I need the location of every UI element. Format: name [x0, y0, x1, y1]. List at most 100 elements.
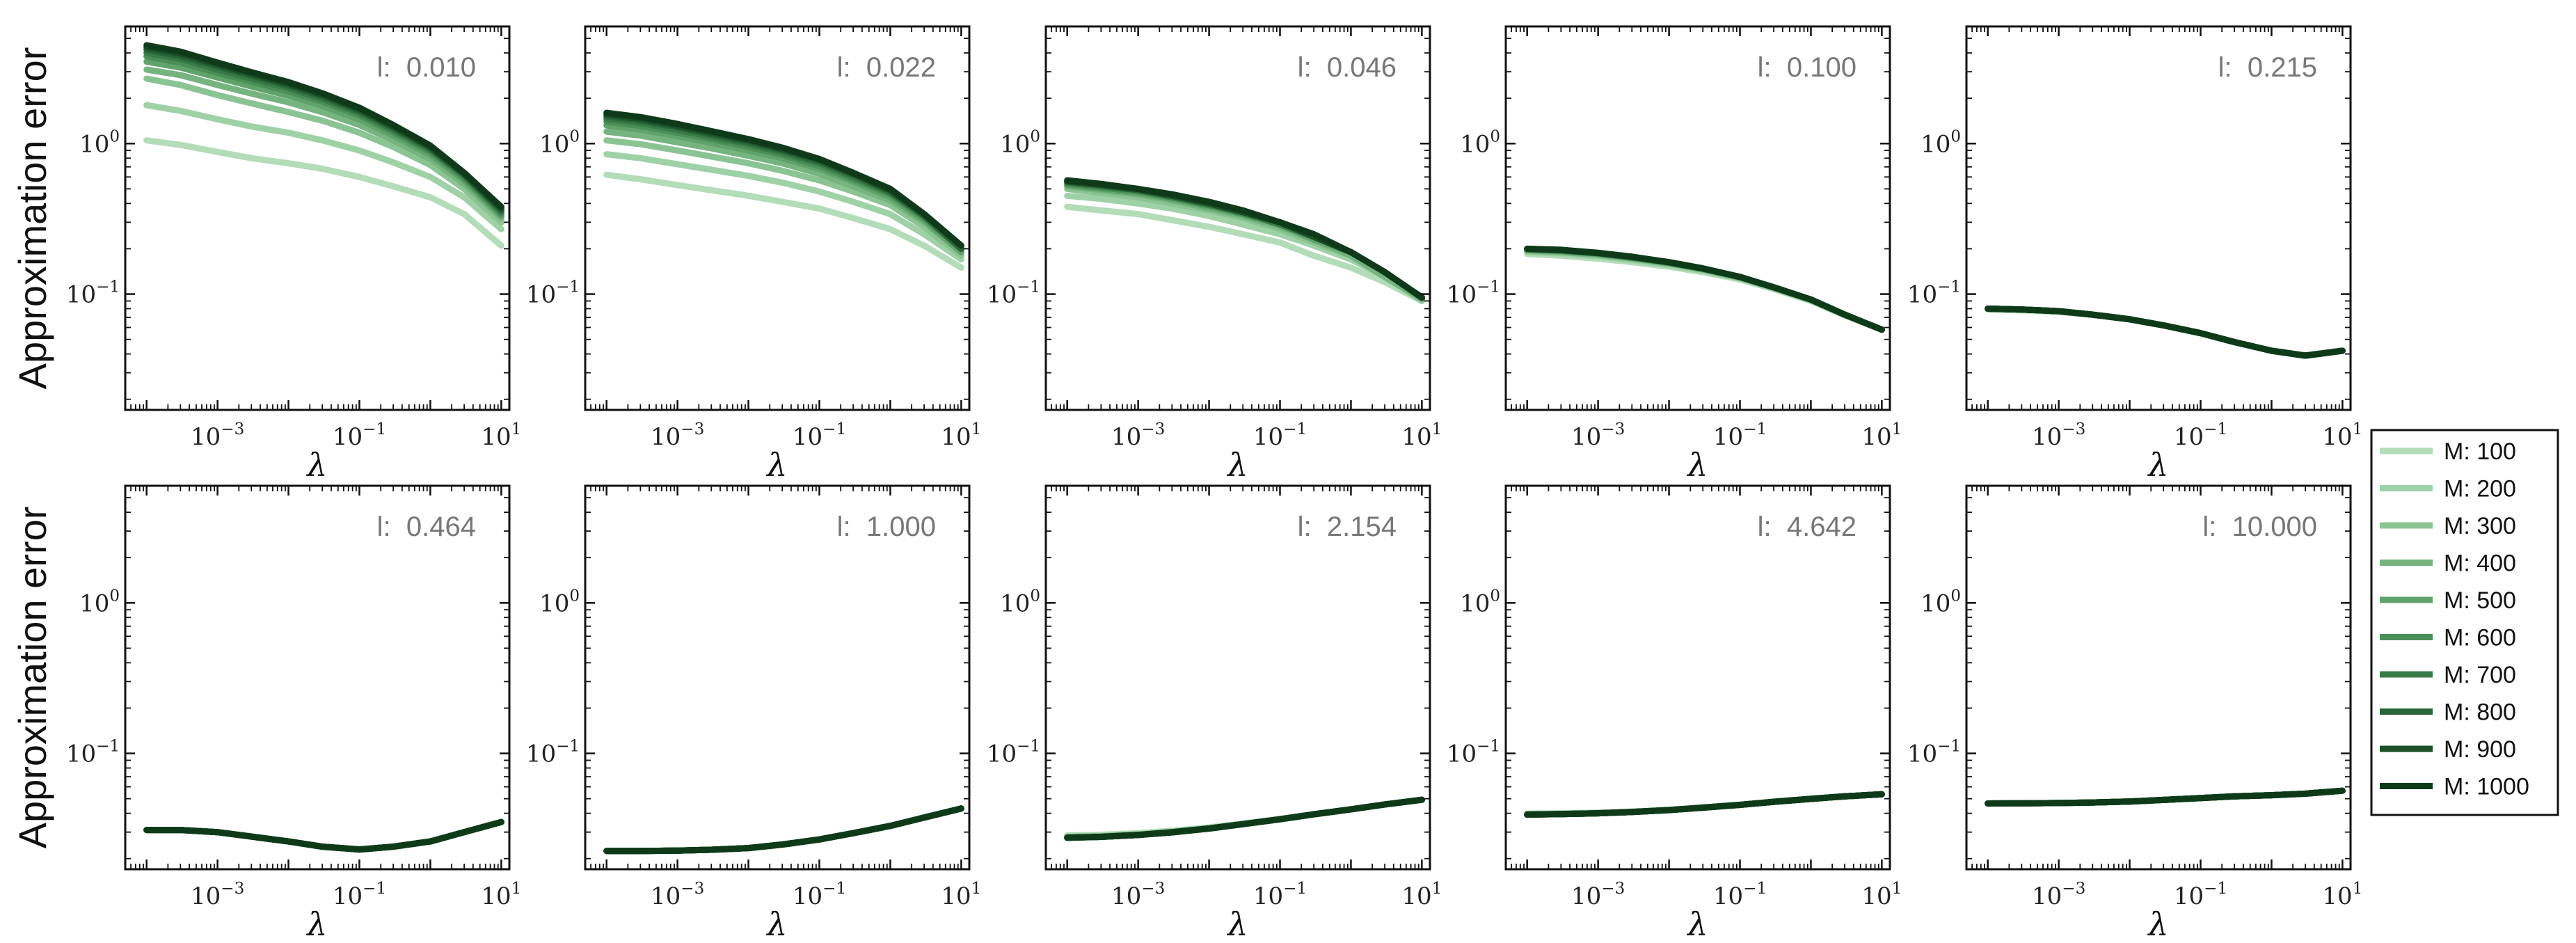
axes-frame — [1044, 484, 1431, 871]
series-group — [1064, 796, 1425, 841]
legend-label: M: 900 — [2444, 736, 2516, 763]
series-line — [1524, 246, 1885, 333]
x-tick-label: 101 — [1861, 880, 1902, 910]
legend: M: 100 M: 200 M: 300 M: 400 M: 500 M: 600 M: 7… — [2370, 429, 2559, 816]
series-line — [1524, 247, 1885, 333]
x-tick-label: 10−1 — [2174, 420, 2227, 451]
axes-frame — [584, 484, 971, 871]
x-axis-label: λ — [305, 905, 327, 943]
panel-label: l: 0.215 — [2218, 52, 2317, 83]
y-tick-label: 10−1 — [526, 738, 580, 768]
y-tick-label: 10−1 — [1907, 278, 1961, 309]
y-tick-label: 10−1 — [1447, 738, 1500, 768]
series-group — [1524, 246, 1885, 333]
y-axis-label: Approximation error — [10, 47, 54, 390]
x-tick-label: 10−1 — [1713, 880, 1767, 910]
x-tick-label: 10−1 — [793, 420, 846, 451]
y-tick-label: 100 — [539, 587, 580, 617]
x-tick-label: 101 — [481, 880, 521, 910]
x-axis-label: λ — [2147, 446, 2168, 484]
x-axis-label: λ — [1686, 446, 1708, 484]
series-line — [1985, 306, 2346, 359]
x-tick-label: 101 — [1861, 420, 1902, 451]
series-line — [1524, 248, 1885, 333]
axes-frame — [1965, 484, 2352, 871]
series-line — [603, 805, 964, 855]
y-tick-label: 100 — [1921, 127, 1961, 158]
x-tick-label: 101 — [1401, 880, 1442, 910]
x-tick-label: 10−3 — [191, 880, 244, 910]
y-tick-label: 100 — [79, 127, 120, 158]
series-line — [1524, 248, 1885, 333]
legend-label: M: 700 — [2444, 662, 2516, 688]
y-tick-label: 100 — [539, 127, 580, 158]
y-axis-label: Approximation error — [10, 507, 54, 849]
x-axis-label: λ — [2147, 905, 2168, 943]
series-line — [1985, 306, 2346, 359]
series-line — [1524, 791, 1885, 818]
x-tick-label: 10−1 — [333, 880, 386, 910]
y-tick-label: 10−1 — [66, 278, 120, 309]
x-tick-label: 10−3 — [1571, 880, 1625, 910]
series-line — [1524, 246, 1885, 333]
legend-label: M: 500 — [2444, 587, 2516, 614]
x-tick-label: 101 — [2322, 880, 2362, 910]
x-tick-label: 10−1 — [1253, 420, 1307, 451]
series-group — [1064, 177, 1425, 304]
series-line — [1985, 306, 2346, 359]
panel-label: l: 0.464 — [377, 512, 476, 542]
axes-frame — [1504, 25, 1891, 411]
series-line — [603, 151, 964, 263]
x-tick-label: 10−3 — [2032, 420, 2085, 451]
y-tick-label: 10−1 — [1447, 278, 1500, 309]
series-group — [603, 805, 964, 855]
x-axis-label: λ — [765, 446, 787, 484]
series-line — [1985, 306, 2346, 359]
legend-label: M: 100 — [2444, 438, 2516, 465]
x-axis-label: λ — [1686, 905, 1708, 943]
x-tick-label: 10−3 — [1571, 420, 1625, 451]
panel-label: l: 0.022 — [837, 52, 936, 83]
x-tick-label: 10−1 — [2174, 880, 2227, 910]
series-group — [143, 42, 504, 249]
legend-label: M: 400 — [2444, 550, 2516, 577]
axes-frame — [124, 484, 511, 871]
x-tick-label: 10−3 — [651, 420, 704, 451]
legend-label: M: 200 — [2444, 476, 2516, 502]
x-tick-label: 10−3 — [651, 880, 704, 910]
x-axis-label: λ — [1226, 905, 1248, 943]
series-line — [1985, 306, 2346, 359]
series-line — [1524, 246, 1885, 333]
series-line — [1064, 203, 1425, 304]
x-tick-label: 10−3 — [2032, 880, 2085, 910]
series-line — [1524, 246, 1885, 333]
panel-label: l: 2.154 — [1298, 512, 1397, 542]
series-group — [143, 818, 504, 853]
x-tick-label: 10−1 — [793, 880, 846, 910]
series-line — [1064, 177, 1425, 301]
x-tick-label: 101 — [481, 420, 521, 451]
series-line — [1064, 796, 1425, 841]
series-group — [1524, 791, 1885, 818]
series-line — [603, 109, 964, 249]
y-tick-label: 100 — [1000, 587, 1040, 617]
axes-frame — [1504, 484, 1891, 871]
panel-label: l: 0.100 — [1758, 52, 1857, 83]
x-tick-label: 10−1 — [1253, 880, 1307, 910]
legend-label: M: 1000 — [2444, 774, 2529, 800]
legend-label: M: 300 — [2444, 513, 2516, 539]
series-line — [1524, 246, 1885, 333]
series-group — [1985, 787, 2346, 807]
axes-frame — [1965, 25, 2352, 411]
panel-label: l: 0.046 — [1298, 52, 1397, 83]
x-tick-label: 101 — [2322, 420, 2362, 451]
axes-frame — [1044, 25, 1431, 411]
